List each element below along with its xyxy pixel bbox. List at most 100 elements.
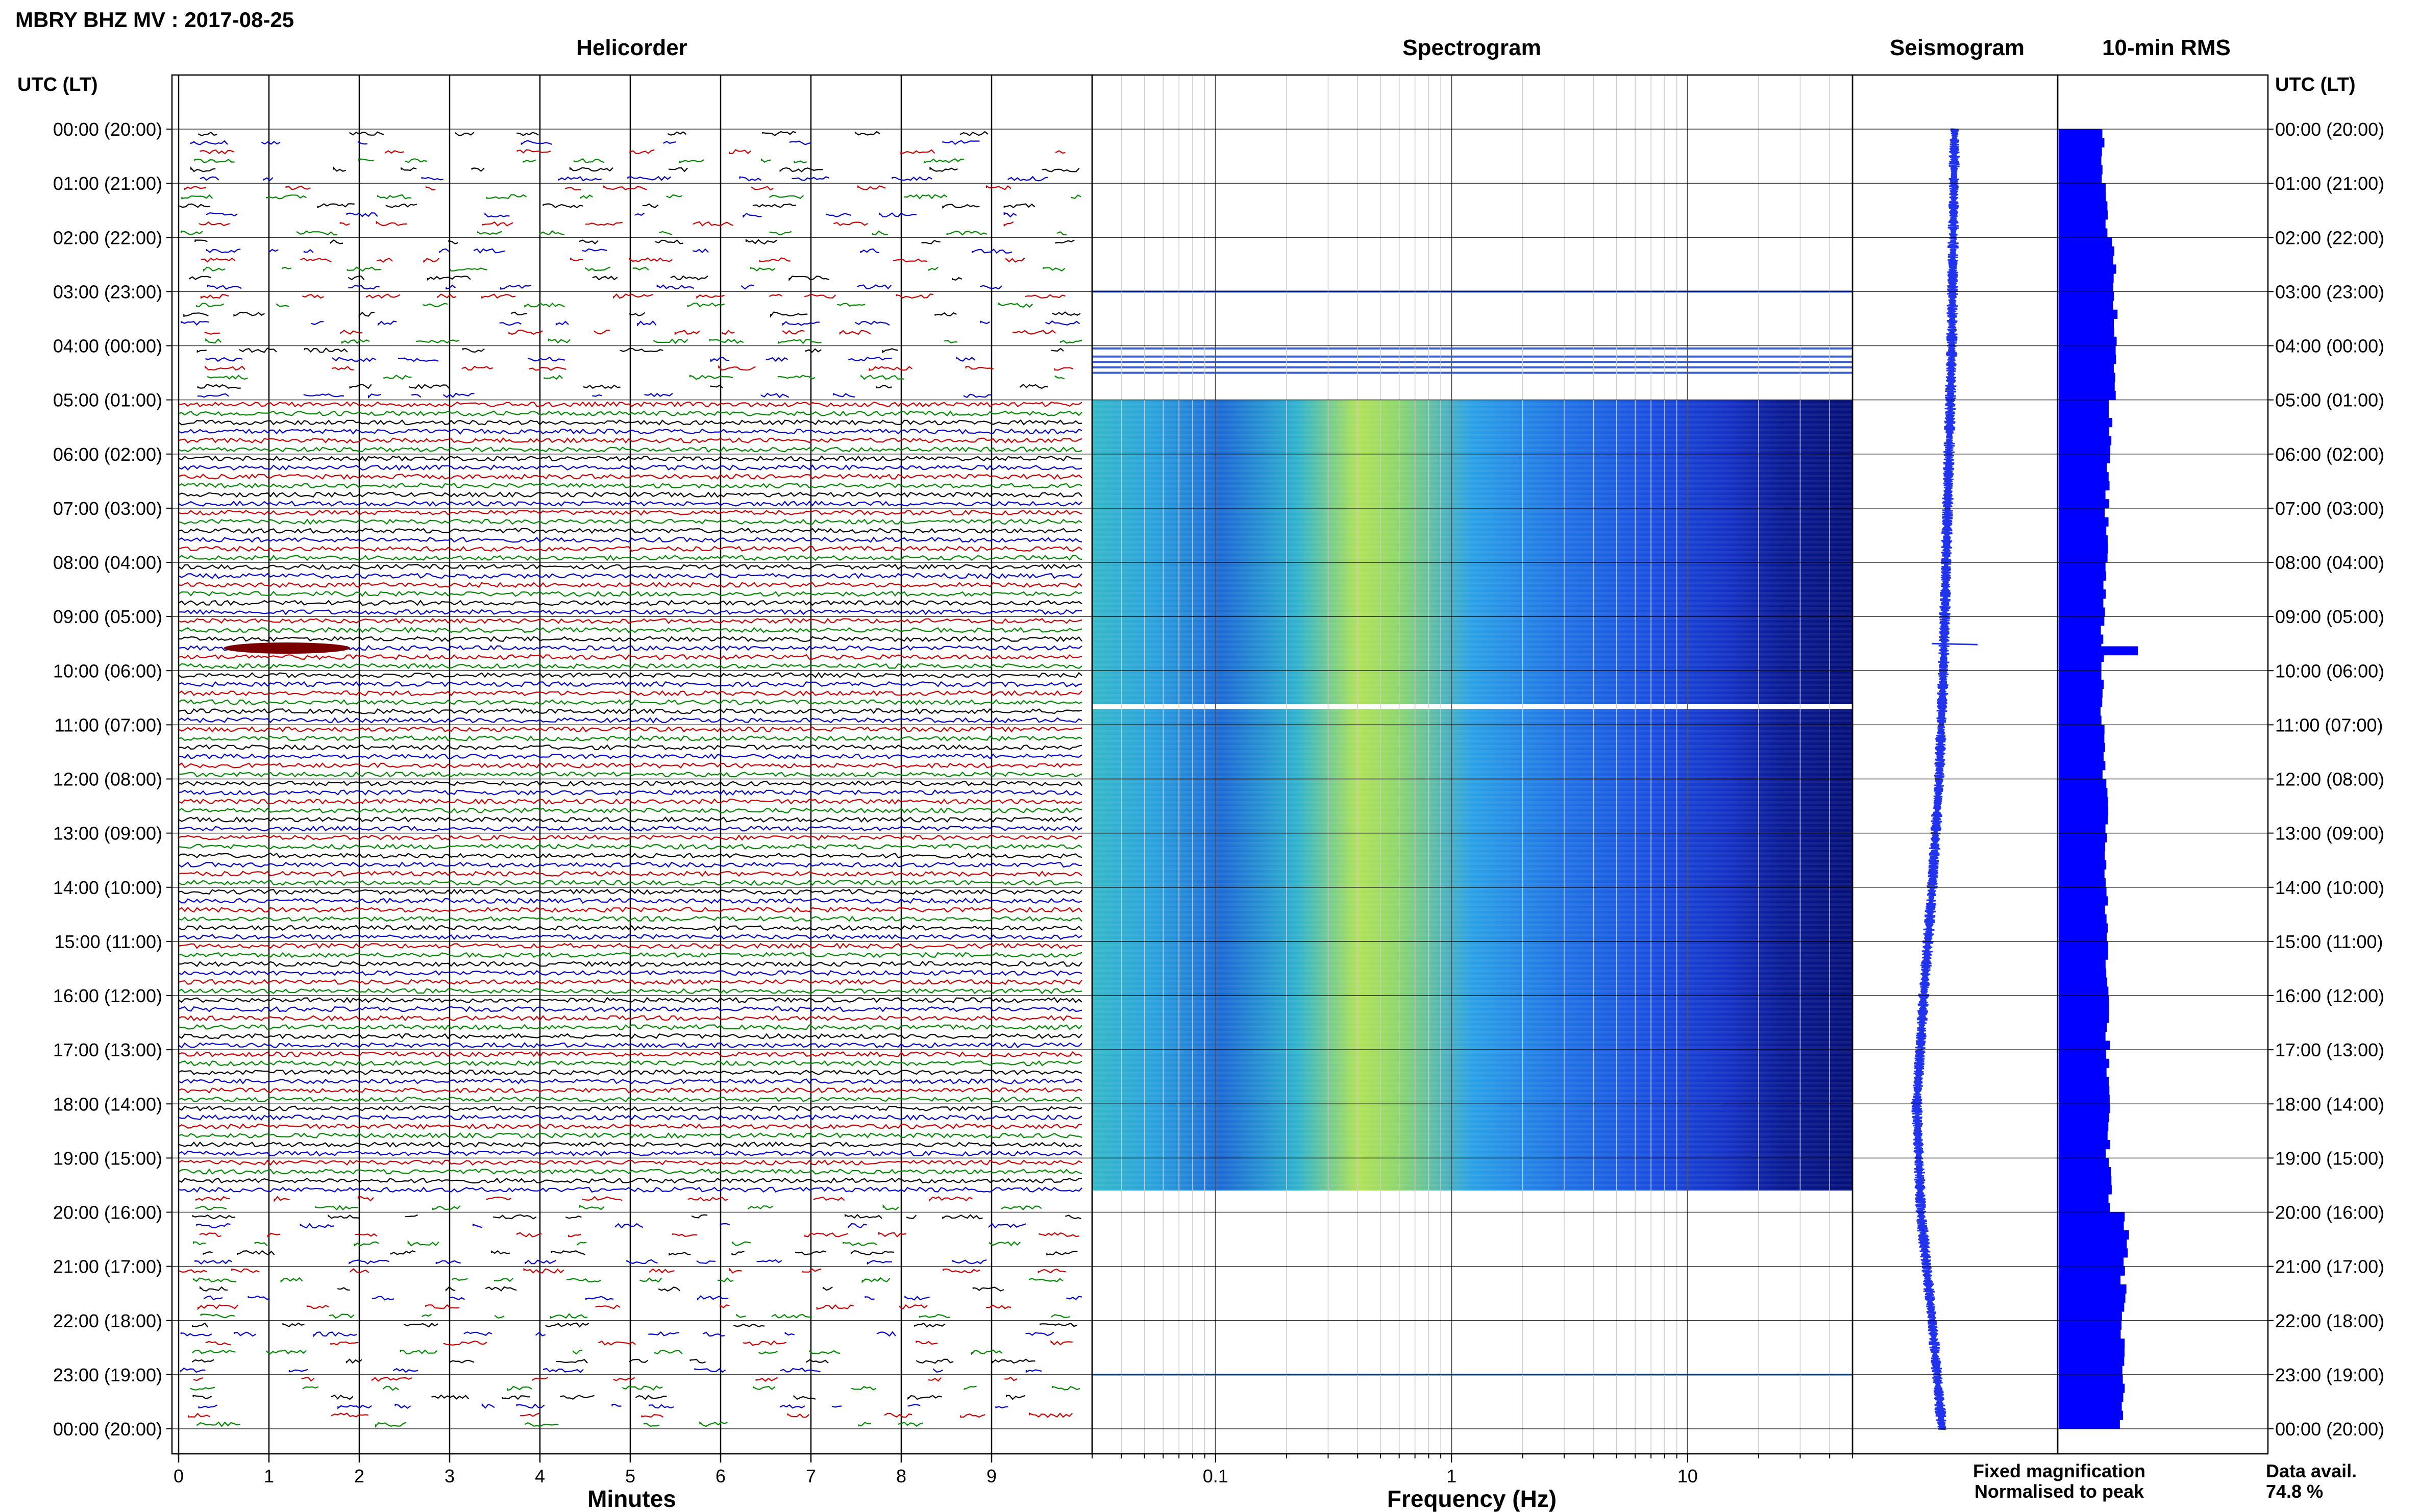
helicorder-trace — [178, 600, 1082, 606]
rms-bar — [2059, 661, 2102, 671]
event-burst — [224, 642, 351, 654]
rms-bar — [2059, 517, 2109, 527]
rms-bar — [2059, 363, 2114, 374]
helicorder-trace — [207, 284, 1002, 290]
rms-bar — [2059, 436, 2112, 445]
data-availability-value: 74.8 % — [2266, 1481, 2323, 1502]
time-label: 14:00 (10:00) — [2275, 877, 2384, 898]
rms-bar — [2059, 183, 2106, 193]
rms-bar — [2059, 1023, 2107, 1032]
rms-bar — [2059, 228, 2108, 238]
time-label: 09:00 (05:00) — [53, 606, 162, 627]
rms-bar — [2059, 589, 2106, 599]
helicorder-trace — [178, 753, 1082, 760]
time-label: 20:00 (16:00) — [53, 1202, 162, 1223]
helicorder-trace — [194, 158, 965, 164]
rms-bar — [2059, 1040, 2110, 1050]
helicorder-trace — [197, 383, 1048, 389]
time-label: 18:00 (14:00) — [2275, 1094, 2384, 1114]
helicorder-trace — [178, 1141, 1082, 1148]
helicorder-trace — [193, 1240, 1021, 1247]
minute-tick-label: 3 — [445, 1466, 455, 1486]
helicorder-trace — [178, 816, 1082, 823]
helicorder-trace — [181, 320, 1080, 327]
rms-bar — [2059, 390, 2116, 401]
helicorder-trace — [178, 627, 1082, 634]
rms-bar — [2059, 1077, 2109, 1086]
rms-bar — [2059, 490, 2106, 500]
minute-tick-label: 1 — [264, 1466, 274, 1486]
rms-title: 10-min RMS — [2102, 35, 2231, 60]
helicorder-trace — [178, 1060, 1082, 1067]
helicorder-trace — [204, 329, 1056, 335]
rms-bar — [2059, 1167, 2111, 1177]
helicorder-trace — [188, 1412, 1073, 1418]
rms-bar — [2059, 1058, 2110, 1068]
frequency-tick-label: 10 — [1677, 1466, 1698, 1486]
rms-bar — [2059, 1420, 2120, 1429]
utc-header-left: UTC (LT) — [17, 74, 98, 95]
helicorder-trace — [205, 338, 1082, 344]
rms-bar — [2059, 580, 2104, 590]
helicorder-trace — [205, 356, 976, 363]
rms-bar — [2059, 634, 2104, 644]
rms-bar — [2059, 1302, 2125, 1312]
helicorder-trace — [192, 1322, 1077, 1328]
rms-bar — [2059, 742, 2105, 752]
helicorder-traces — [178, 131, 1082, 1428]
rms-bar — [2059, 571, 2106, 581]
figure-title: MBRY BHZ MV : 2017-08-25 — [15, 8, 294, 32]
helicorder-trace — [178, 870, 1082, 877]
rms-bar — [2059, 1320, 2121, 1330]
helicorder-trace — [178, 573, 1082, 579]
minute-tick-label: 9 — [986, 1466, 997, 1486]
rms-bar — [2059, 869, 2105, 879]
helicorder-trace — [178, 699, 1082, 706]
helicorder-trace — [180, 1367, 1042, 1373]
helicorder-trace — [178, 798, 1082, 805]
time-label: 14:00 (10:00) — [53, 877, 162, 898]
rms-bar — [2059, 201, 2108, 211]
rms-bar — [2059, 1050, 2106, 1059]
rms-bar — [2059, 418, 2112, 428]
helicorder-trace — [206, 212, 1017, 218]
time-label: 00:00 (20:00) — [53, 119, 162, 140]
helicorder-trace — [205, 1340, 1073, 1346]
helicorder-trace — [198, 1403, 1008, 1409]
rms-bar — [2059, 1212, 2125, 1222]
helicorder-trace — [180, 1331, 1054, 1337]
time-label: 00:00 (20:00) — [53, 1419, 162, 1440]
legend-normalised-to-peak: Normalised to peak — [1974, 1481, 2144, 1502]
frequency-tick-label: 1 — [1446, 1466, 1457, 1486]
helicorder-trace — [193, 1376, 1018, 1382]
time-label: 01:00 (21:00) — [2275, 173, 2384, 194]
rms-bar — [2059, 779, 2107, 788]
spectrogram-row — [1092, 347, 1853, 350]
time-label: 17:00 (13:00) — [53, 1039, 162, 1060]
rms-bar — [2059, 1203, 2110, 1212]
rms-bar — [2059, 165, 2103, 175]
rms-bar — [2059, 400, 2109, 409]
rms-bar — [2059, 1275, 2120, 1285]
helicorder-trace — [178, 437, 1082, 444]
spectrogram-row — [1092, 366, 1853, 368]
rms-bar — [2059, 1410, 2124, 1420]
helicorder-trace — [198, 131, 989, 137]
rms-bar — [2059, 336, 2117, 346]
rms-bar — [2059, 788, 2108, 798]
helicorder-trace — [179, 1267, 1066, 1274]
time-label: 17:00 (13:00) — [2275, 1039, 2384, 1060]
rms-bar — [2059, 625, 2101, 635]
rms-bar — [2059, 806, 2108, 815]
helicorder-trace — [178, 906, 1082, 913]
time-label: 23:00 (19:00) — [2275, 1365, 2384, 1385]
helicorder-trace — [178, 834, 1082, 841]
helicorder-trace — [205, 365, 1073, 371]
time-label: 05:00 (01:00) — [2275, 390, 2384, 411]
helicorder-trace — [201, 257, 1025, 263]
helicorder-trace — [192, 1394, 1025, 1400]
time-label: 09:00 (05:00) — [2275, 606, 2384, 627]
rms-bar — [2059, 887, 2107, 897]
helicorder-trace — [178, 1051, 1082, 1058]
time-label: 12:00 (08:00) — [53, 769, 162, 790]
